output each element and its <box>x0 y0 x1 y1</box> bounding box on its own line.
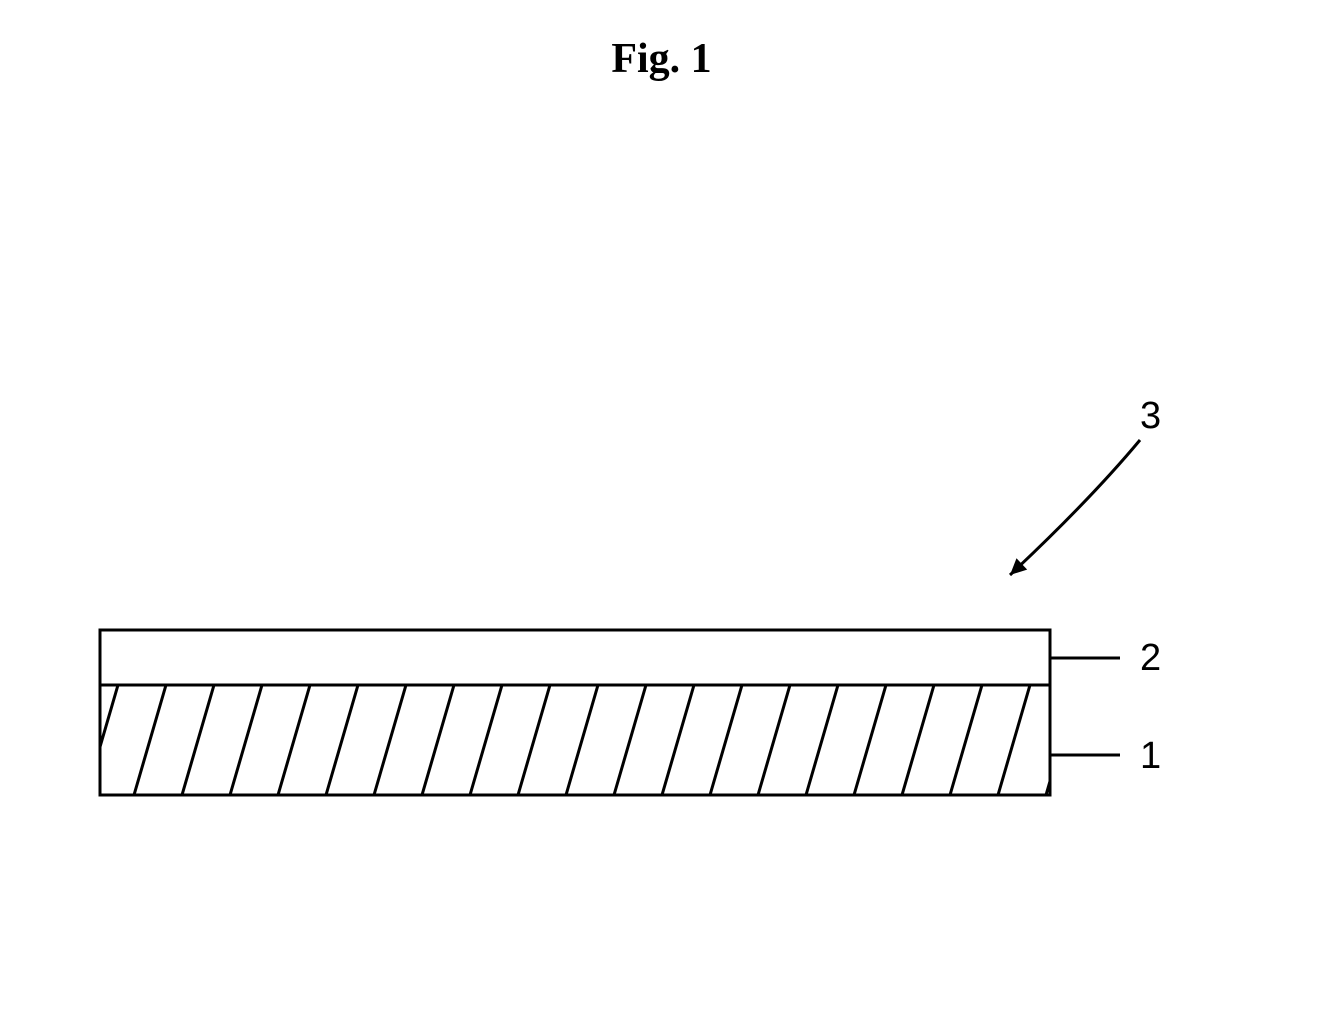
diagram-svg <box>0 0 1323 1020</box>
assembly-arrow-curve <box>1010 440 1140 575</box>
layer-label-0: 2 <box>1140 637 1161 680</box>
layer-rect-1 <box>100 630 1050 685</box>
assembly-label: 3 <box>1140 395 1161 438</box>
layer-label-1: 1 <box>1140 735 1161 778</box>
